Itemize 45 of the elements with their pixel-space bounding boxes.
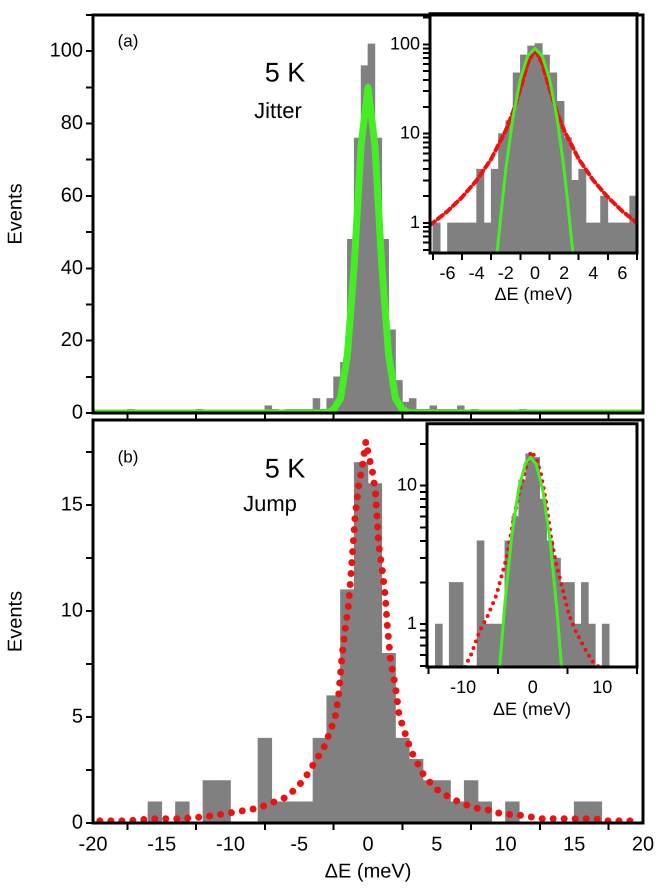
y-tick-label: 60 [60, 184, 83, 206]
x-axis-title: ΔE (meV) [492, 699, 572, 720]
x-tick-label: 20 [632, 834, 654, 856]
x-tick-label: 10 [494, 834, 517, 856]
x-tick-label: 0 [362, 834, 374, 856]
y-tick-label: 10 [400, 122, 420, 143]
y-tick-label: 10 [60, 599, 83, 622]
annotation: (b) [118, 448, 138, 467]
y-tick-label: 5 [72, 705, 83, 728]
x-tick-label: 2 [559, 262, 570, 283]
x-axis-title: ΔE (meV) [324, 860, 412, 883]
annotation: 5 K [264, 453, 306, 484]
annotation: 5 K [264, 57, 306, 88]
annotation: Jitter [254, 98, 302, 124]
x-tick-label: 5 [431, 834, 442, 856]
x-tick-label: 6 [617, 262, 628, 283]
y-tick-label: 80 [60, 112, 83, 134]
x-tick-label: -15 [147, 834, 176, 856]
x-tick-label: -2 [498, 262, 514, 283]
x-tick-label: 15 [563, 834, 586, 856]
y-tick-label: 0 [72, 402, 83, 424]
y-tick-label: 40 [60, 256, 83, 279]
x-tick-label: -10 [450, 676, 476, 697]
x-tick-label: 0 [530, 262, 540, 283]
x-tick-label: 0 [528, 676, 538, 697]
x-tick-label: 4 [588, 262, 598, 283]
y-tick-label: 0 [72, 812, 83, 834]
x-tick-label: -20 [78, 834, 108, 856]
y-tick-label: 100 [50, 40, 83, 62]
y-tick-label: 1 [406, 613, 417, 634]
x-tick-label: 10 [592, 676, 612, 697]
x-tick-label: -10 [216, 834, 245, 856]
y-tick-label: 10 [396, 474, 417, 495]
y-tick-label: 1 [410, 212, 420, 232]
y-tick-label: 15 [60, 493, 83, 516]
x-tick-label: -5 [290, 834, 308, 856]
x-tick-label: -6 [439, 262, 456, 283]
annotation: (a) [118, 32, 138, 51]
y-axis-title: Events [4, 183, 27, 245]
y-tick-label: 100 [390, 33, 420, 54]
y-tick-label: 20 [60, 329, 83, 352]
y-axis-title: Events [4, 590, 27, 652]
annotation: Jump [243, 491, 297, 516]
x-axis-title: ΔE (meV) [494, 284, 573, 304]
x-tick-label: -4 [468, 262, 485, 283]
